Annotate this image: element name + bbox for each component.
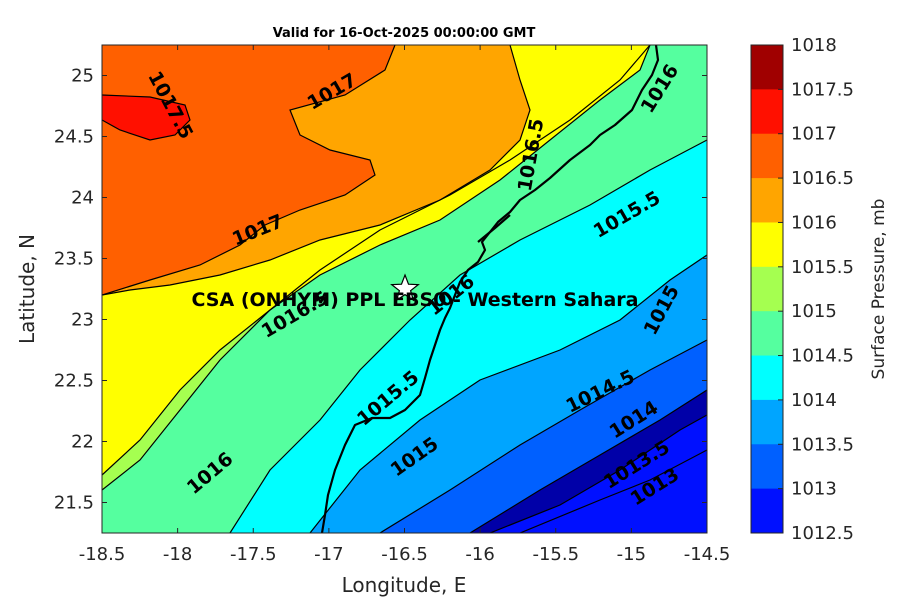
x-axis-label: Longitude, E: [342, 573, 467, 597]
y-tick-label: 21.5: [54, 493, 94, 514]
colorbar-tick-label: 1013: [791, 479, 837, 500]
colorbar-tick-label: 1013.5: [791, 434, 854, 455]
x-axis: -18.5 -18 -17.5 -17 -16.5 -16 -15.5 -15 -14.5: [79, 45, 731, 565]
colorbar-swatch: [751, 45, 783, 90]
x-tick-label: -16: [465, 544, 494, 565]
contour-line-1014-5: [309, 254, 707, 533]
colorbar-tick-label: 1014.5: [791, 346, 854, 367]
coastline-inlet: [477, 214, 511, 243]
contour-line-1015-5: [102, 45, 651, 491]
y-tick-label: 25: [71, 66, 94, 87]
colorbar-swatch: [751, 89, 783, 135]
colorbar: 1018 1017.5 1017 1016.5 1016 1015.5 1015 1014.5…: [750, 35, 854, 544]
colorbar-tick-label: 1014: [791, 390, 837, 411]
colorbar-frame: [750, 44, 784, 534]
colorbar-swatch: [751, 488, 783, 534]
colorbar-swatch: [751, 266, 783, 312]
x-tick-label: -16.5: [381, 544, 428, 565]
contour-line-1013: [489, 414, 707, 533]
contour-line-1016: [102, 45, 651, 476]
contour-line-1013-5: [469, 389, 707, 533]
colorbar-swatch: [751, 133, 783, 179]
x-tick-label: -18: [163, 544, 192, 565]
y-tick-label: 23.5: [54, 249, 94, 270]
colorbar-swatch: [751, 444, 783, 490]
coastline: [320, 45, 660, 533]
colorbar-tick-label: 1012.5: [791, 523, 854, 544]
x-tick-label: -15: [617, 544, 646, 565]
y-tick-label: 22: [71, 432, 94, 453]
band-1017-5: [102, 95, 190, 140]
site-star-marker: [390, 273, 420, 302]
colorbar-swatch: [751, 399, 783, 445]
contour-line-1015: [229, 139, 707, 533]
colorbar-swatch: [751, 222, 783, 268]
contour-line-1014: [379, 339, 707, 533]
x-tick-label: -14.5: [684, 544, 731, 565]
colorbar-label: Surface Pressure, mb: [869, 199, 889, 380]
colorbar-swatch: [751, 355, 783, 401]
contour-line-1017: [102, 45, 396, 296]
site-label: CSA (ONHYM) PPL EBS0 - Western Sahara: [192, 289, 639, 311]
colorbar-swatch: [751, 178, 783, 223]
colorbar-tick-label: 1017.5: [791, 79, 854, 100]
band-1013-b: [490, 415, 707, 533]
y-axis: 21.5 22 22.5 23 23.5 24 24.5 25: [54, 66, 707, 514]
contour-line-1012-5: [519, 449, 707, 533]
chart-title: Valid for 16-Oct-2025 00:00:00 GMT: [273, 26, 536, 41]
colorbar-tick-label: 1015.5: [791, 257, 854, 278]
colorbar-tick-label: 1016: [791, 212, 837, 233]
colorbar-tick-label: 1015: [791, 301, 837, 322]
x-tick-label: -17.5: [230, 544, 277, 565]
colorbar-tick-label: 1016.5: [791, 168, 854, 189]
colorbar-swatch: [751, 311, 783, 357]
x-tick-label: -18.5: [79, 544, 126, 565]
y-tick-label: 22.5: [54, 371, 94, 392]
contour-line-1016-5: [102, 45, 531, 296]
colorbar-tick-label: 1018: [791, 35, 837, 56]
y-tick-label: 24: [71, 188, 94, 209]
contour-line-1017-5: [102, 94, 191, 141]
y-axis-label: Latitude, N: [15, 234, 39, 344]
x-tick-label: -17: [314, 544, 343, 565]
x-tick-label: -15.5: [532, 544, 579, 565]
y-tick-label: 23: [71, 310, 94, 331]
colorbar-tick-label: 1017: [791, 124, 837, 145]
y-tick-label: 24.5: [54, 127, 94, 148]
